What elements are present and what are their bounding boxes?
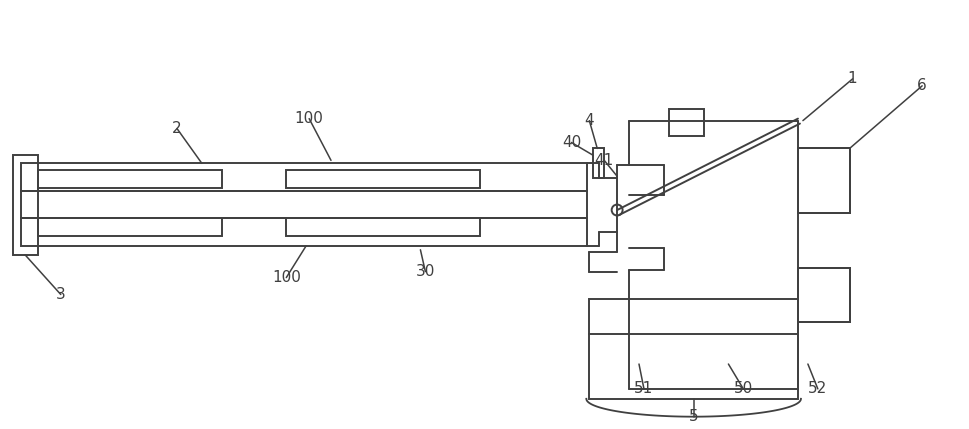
Text: 2: 2	[172, 121, 182, 136]
Bar	[797, 148, 850, 213]
Text: 6: 6	[918, 79, 927, 94]
Bar	[797, 268, 850, 322]
Bar	[21, 163, 587, 191]
Bar	[593, 148, 605, 178]
Text: 30: 30	[416, 264, 435, 279]
Text: 3: 3	[56, 287, 66, 302]
Text: 40: 40	[562, 135, 581, 150]
Text: 51: 51	[635, 381, 653, 396]
Bar	[38, 218, 222, 236]
Bar	[286, 218, 480, 236]
Text: 4: 4	[584, 113, 594, 128]
Bar	[21, 218, 587, 246]
Text: 41: 41	[595, 153, 613, 168]
Bar	[13, 155, 38, 255]
Text: 100: 100	[272, 270, 300, 285]
Text: 1: 1	[848, 71, 858, 86]
Bar	[21, 191, 587, 218]
Text: 5: 5	[689, 409, 699, 424]
Text: 100: 100	[295, 111, 324, 126]
Text: 50: 50	[734, 381, 753, 396]
Bar	[38, 170, 222, 188]
Text: 52: 52	[808, 381, 828, 396]
Bar	[669, 109, 703, 136]
Bar	[589, 299, 797, 399]
Bar	[286, 170, 480, 188]
